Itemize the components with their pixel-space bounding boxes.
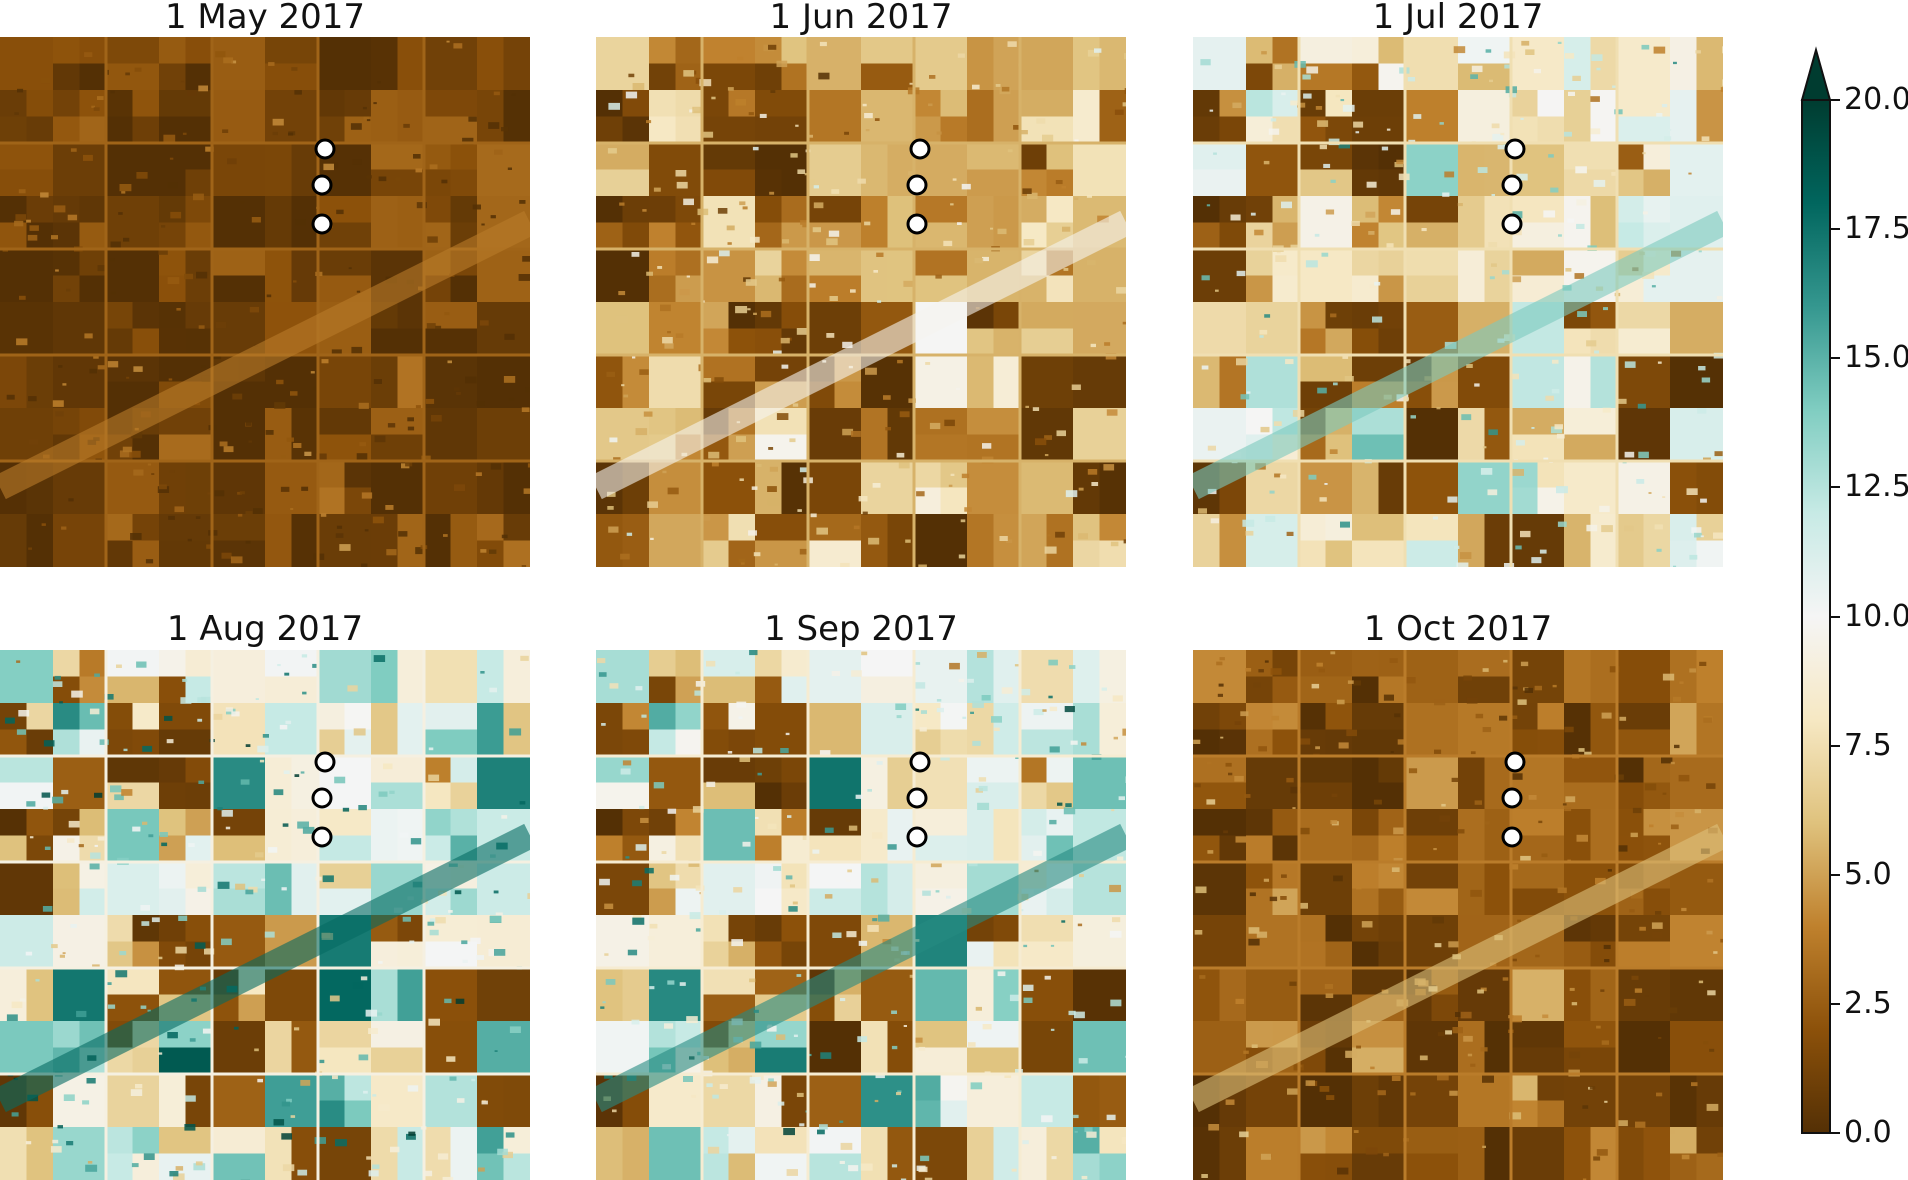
colorbar-tick — [1830, 357, 1840, 360]
colorbar-tick-label: 5.0 — [1844, 856, 1892, 892]
map-raster — [596, 650, 1126, 1180]
panel-title: 1 Jun 2017 — [769, 0, 953, 37]
site-marker — [1504, 138, 1526, 160]
colorbar-tick — [1830, 1132, 1840, 1134]
colorbar-tick — [1830, 744, 1840, 747]
colorbar-tick — [1830, 615, 1840, 618]
site-marker — [906, 213, 928, 235]
colorbar-tick-label: 0.0 — [1844, 1115, 1892, 1150]
panel-title: 1 Jul 2017 — [1372, 0, 1544, 37]
site-marker — [909, 138, 931, 160]
map-image — [596, 650, 1126, 1180]
colorbar-tick-label: 7.5 — [1844, 727, 1892, 763]
site-marker — [906, 174, 928, 196]
site-marker — [1501, 174, 1523, 196]
colorbar: 0.0 2.5 5.0 7.5 10.0 12.5 15.0 17.5 20.0 — [1780, 45, 1908, 1150]
colorbar-tick-label: 15.0 — [1844, 340, 1908, 376]
map-raster — [0, 650, 530, 1180]
colorbar-tick-label: 12.5 — [1844, 469, 1908, 505]
colorbar-tick-label: 20.0 — [1844, 82, 1908, 117]
panel-title: 1 May 2017 — [164, 0, 366, 37]
colorbar-tick-label: 2.5 — [1844, 985, 1892, 1021]
map-image — [0, 37, 530, 567]
colorbar-tick — [1830, 99, 1840, 101]
site-marker — [311, 213, 333, 235]
map-image — [596, 37, 1126, 567]
colorbar-bar — [1801, 99, 1831, 1134]
site-marker — [1504, 751, 1526, 773]
site-marker — [1501, 787, 1523, 809]
site-marker — [311, 787, 333, 809]
colorbar-tick — [1830, 873, 1840, 876]
site-marker — [311, 174, 333, 196]
panel-title: 1 Oct 2017 — [1363, 609, 1553, 649]
colorbar-tick — [1830, 228, 1840, 231]
map-raster — [1193, 37, 1723, 567]
site-marker — [906, 787, 928, 809]
map-image — [1193, 37, 1723, 567]
map-image — [0, 650, 530, 1180]
panel-title: 1 Aug 2017 — [166, 609, 364, 649]
map-raster — [596, 37, 1126, 567]
site-marker — [906, 826, 928, 848]
map-raster — [0, 37, 530, 567]
site-marker — [314, 138, 336, 160]
site-marker — [909, 751, 931, 773]
colorbar-tick-label: 17.5 — [1844, 211, 1908, 247]
site-marker — [311, 826, 333, 848]
colorbar-extend-arrow — [1800, 46, 1832, 101]
panel-title: 1 Sep 2017 — [764, 609, 958, 649]
site-marker — [1501, 213, 1523, 235]
site-marker — [1501, 826, 1523, 848]
map-image — [1193, 650, 1723, 1180]
colorbar-tick — [1830, 1002, 1840, 1005]
site-marker — [314, 751, 336, 773]
colorbar-tick-label: 10.0 — [1844, 598, 1908, 634]
map-raster — [1193, 650, 1723, 1180]
colorbar-tick — [1830, 486, 1840, 489]
colorbar-gradient — [1800, 46, 1832, 1134]
